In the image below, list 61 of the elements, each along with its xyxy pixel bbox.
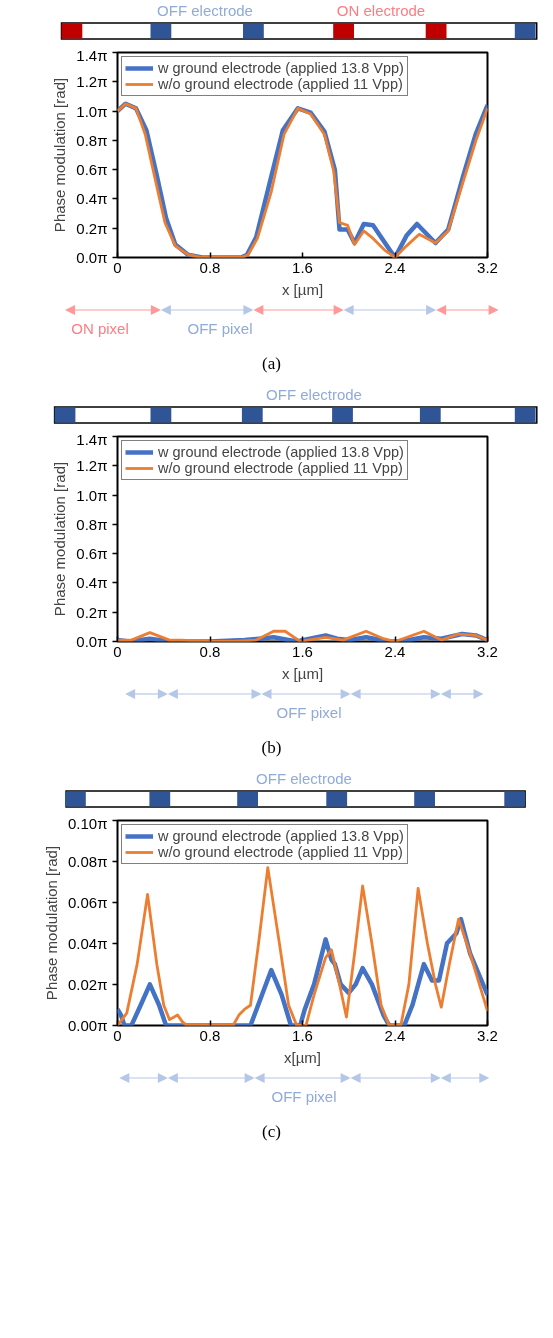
y-tick-label: 1.4π bbox=[76, 430, 108, 448]
y-tick-label: 0.4π bbox=[76, 190, 108, 208]
text: OFF electrode bbox=[265, 385, 363, 405]
y-tick-label: 0.0π bbox=[76, 633, 108, 650]
x-axis-title: x [µm] bbox=[281, 664, 324, 682]
legend-label: w ground electrode (applied 13.8 Vpp) bbox=[158, 444, 404, 460]
y-tick-label: 0.02π bbox=[67, 976, 108, 993]
legend-label: w/o ground electrode (applied 11 Vpp) bbox=[158, 76, 403, 92]
legend-label: w ground electrode (applied 13.8 Vpp) bbox=[158, 828, 404, 844]
y-tick-label: 0.8π bbox=[76, 515, 108, 533]
x-tick-label: 0.8 bbox=[199, 258, 221, 276]
y-tick-label: 0.8π bbox=[76, 131, 108, 149]
y-tick-label: 1.2π bbox=[76, 457, 108, 475]
y-tick-label: 1.0π bbox=[76, 102, 108, 120]
x-tick-label: 0 bbox=[113, 258, 122, 276]
x-tick-label: 3.2 bbox=[477, 1026, 498, 1044]
y-tick-label: 0.6π bbox=[76, 161, 108, 179]
x-tick-label: 0.8 bbox=[199, 1026, 221, 1044]
legend-label: w/o ground electrode (applied 11 Vpp) bbox=[158, 460, 403, 476]
x-tick-label: 2.4 bbox=[384, 258, 406, 276]
y-axis-title: Phase modulation [rad] bbox=[51, 461, 69, 617]
y-tick-label: 0.04π bbox=[67, 935, 108, 952]
text: OFF electrode bbox=[156, 1, 254, 21]
y-tick-label: 0.00π bbox=[67, 1017, 108, 1034]
legend-label: w/o ground electrode (applied 11 Vpp) bbox=[158, 844, 403, 860]
y-axis-title: Phase modulation [rad] bbox=[42, 845, 60, 1001]
text: (c) bbox=[261, 1121, 282, 1143]
y-tick-label: 0.4π bbox=[76, 574, 108, 592]
y-axis-title: Phase modulation [rad] bbox=[51, 77, 69, 233]
x-tick-label: 2.4 bbox=[384, 1026, 406, 1044]
text: (b) bbox=[260, 737, 283, 759]
x-tick-label: 1.6 bbox=[292, 258, 313, 276]
y-tick-label: 0.06π bbox=[67, 894, 108, 911]
y-tick-label: 0.10π bbox=[67, 814, 108, 832]
x-tick-label: 0 bbox=[113, 642, 122, 660]
x-axis-title: x[µm] bbox=[284, 1048, 321, 1066]
y-tick-label: 0.0π bbox=[76, 249, 108, 266]
x-tick-label: 3.2 bbox=[477, 258, 498, 276]
text: OFF pixel bbox=[270, 1087, 338, 1107]
text: OFF electrode bbox=[255, 769, 353, 789]
y-tick-label: 1.2π bbox=[76, 73, 108, 91]
text: ON pixel bbox=[70, 319, 130, 339]
legend-label: w ground electrode (applied 13.8 Vpp) bbox=[158, 60, 404, 76]
text: OFF pixel bbox=[275, 703, 343, 723]
y-tick-label: 0.2π bbox=[76, 219, 108, 237]
y-tick-label: 0.08π bbox=[67, 853, 108, 870]
x-tick-label: 2.4 bbox=[384, 642, 406, 660]
y-tick-label: 1.0π bbox=[76, 486, 108, 504]
line-series bbox=[117, 866, 488, 1026]
text: ON electrode bbox=[335, 1, 427, 21]
y-tick-label: 0.2π bbox=[76, 603, 108, 621]
y-tick-label: 0.6π bbox=[76, 545, 108, 563]
text: OFF pixel bbox=[186, 319, 254, 339]
x-tick-label: 3.2 bbox=[477, 642, 498, 660]
text: (a) bbox=[261, 353, 282, 375]
y-tick-label: 1.4π bbox=[76, 46, 108, 64]
x-tick-label: 0.8 bbox=[199, 642, 221, 660]
x-tick-label: 0 bbox=[113, 1026, 122, 1044]
x-tick-label: 1.6 bbox=[292, 1026, 313, 1044]
x-tick-label: 1.6 bbox=[292, 642, 313, 660]
x-axis-title: x [µm] bbox=[281, 280, 324, 298]
